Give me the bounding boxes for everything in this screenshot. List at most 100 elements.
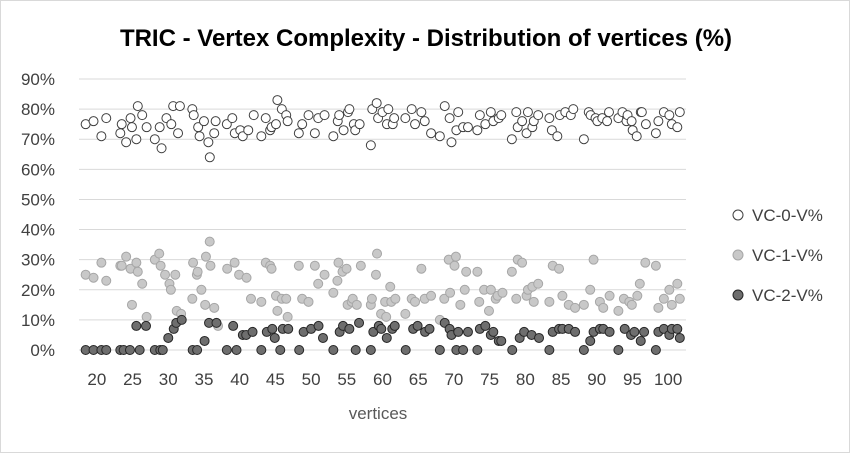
y-tick-label: 40% (21, 221, 55, 240)
data-point (458, 345, 469, 355)
x-tick-label: 95 (623, 370, 642, 389)
data-point (200, 299, 211, 310)
data-point (132, 266, 143, 277)
data-point (313, 278, 324, 289)
data-point (96, 131, 107, 142)
data-point (389, 320, 400, 331)
data-point (598, 302, 609, 313)
y-tick-label: 90% (21, 70, 55, 89)
data-point (294, 345, 305, 355)
data-point (376, 323, 387, 334)
y-tick-label: 50% (21, 190, 55, 209)
data-point (198, 116, 209, 127)
data-point (588, 254, 599, 265)
data-point (282, 311, 293, 322)
data-point (293, 260, 304, 271)
data-point (371, 98, 382, 109)
data-point (472, 266, 483, 277)
y-tick-label: 70% (21, 130, 55, 149)
data-point (459, 284, 470, 295)
x-tick-label: 100 (654, 370, 682, 389)
data-point (640, 119, 651, 130)
data-point (222, 263, 233, 274)
x-tick-label: 45 (266, 370, 285, 389)
data-point (426, 128, 437, 139)
data-point (674, 293, 685, 304)
legend-marker (732, 209, 744, 221)
data-point (174, 101, 185, 112)
data-point (483, 305, 494, 316)
data-point (328, 287, 339, 298)
data-point (578, 345, 589, 355)
x-tick-label: 80 (516, 370, 535, 389)
data-point (517, 257, 528, 268)
data-point (199, 335, 210, 346)
data-point (578, 299, 589, 310)
data-point (506, 266, 517, 277)
data-point (350, 345, 361, 355)
data-point (282, 116, 293, 127)
data-point (602, 116, 613, 127)
data-point (116, 119, 127, 130)
data-point (419, 116, 430, 127)
data-point (666, 299, 677, 310)
data-point (650, 128, 661, 139)
data-point (485, 107, 496, 118)
data-point (496, 335, 507, 346)
data-point (96, 257, 107, 268)
data-point (434, 345, 445, 355)
data-point (485, 284, 496, 295)
x-tick-label: 90 (587, 370, 606, 389)
data-point (632, 290, 643, 301)
chart-title: TRIC - Vertex Complexity - Distribution … (120, 25, 732, 52)
data-point (354, 317, 365, 328)
data-point (126, 122, 137, 133)
data-point (200, 251, 211, 262)
data-point (619, 323, 630, 334)
data-point (328, 345, 339, 355)
data-point (664, 110, 675, 121)
legend: VC-0-V% VC-1-V% VC-2-V% (732, 206, 823, 305)
data-point (381, 311, 392, 322)
data-point (389, 113, 400, 124)
data-point (521, 128, 532, 139)
data-point (204, 152, 215, 163)
data-point (453, 107, 464, 118)
data-point (354, 119, 365, 130)
data-point (165, 284, 176, 295)
data-point (472, 345, 483, 355)
data-point (416, 263, 427, 274)
data-point (192, 266, 203, 277)
data-point (578, 134, 589, 145)
data-point (256, 345, 267, 355)
data-point (412, 320, 423, 331)
data-point (309, 260, 320, 271)
data-point (319, 110, 330, 121)
data-point (266, 263, 277, 274)
data-point (390, 293, 401, 304)
data-point (658, 293, 669, 304)
data-point (116, 260, 127, 271)
data-point (517, 116, 528, 127)
x-tick-label: 75 (480, 370, 499, 389)
data-point (170, 269, 181, 280)
data-point (313, 320, 324, 331)
data-point (568, 104, 579, 115)
data-point (221, 345, 232, 355)
data-point (439, 101, 450, 112)
data-point (450, 251, 461, 262)
data-point (248, 110, 259, 121)
data-point (400, 113, 411, 124)
data-point (522, 107, 533, 118)
data-point (317, 332, 328, 343)
data-point (309, 128, 320, 139)
data-point (474, 110, 485, 121)
data-point (385, 281, 396, 292)
data-point (270, 119, 281, 130)
x-tick-label: 50 (302, 370, 321, 389)
data-point (365, 140, 376, 151)
data-point (88, 272, 99, 283)
data-point (453, 326, 464, 337)
data-point (626, 299, 637, 310)
